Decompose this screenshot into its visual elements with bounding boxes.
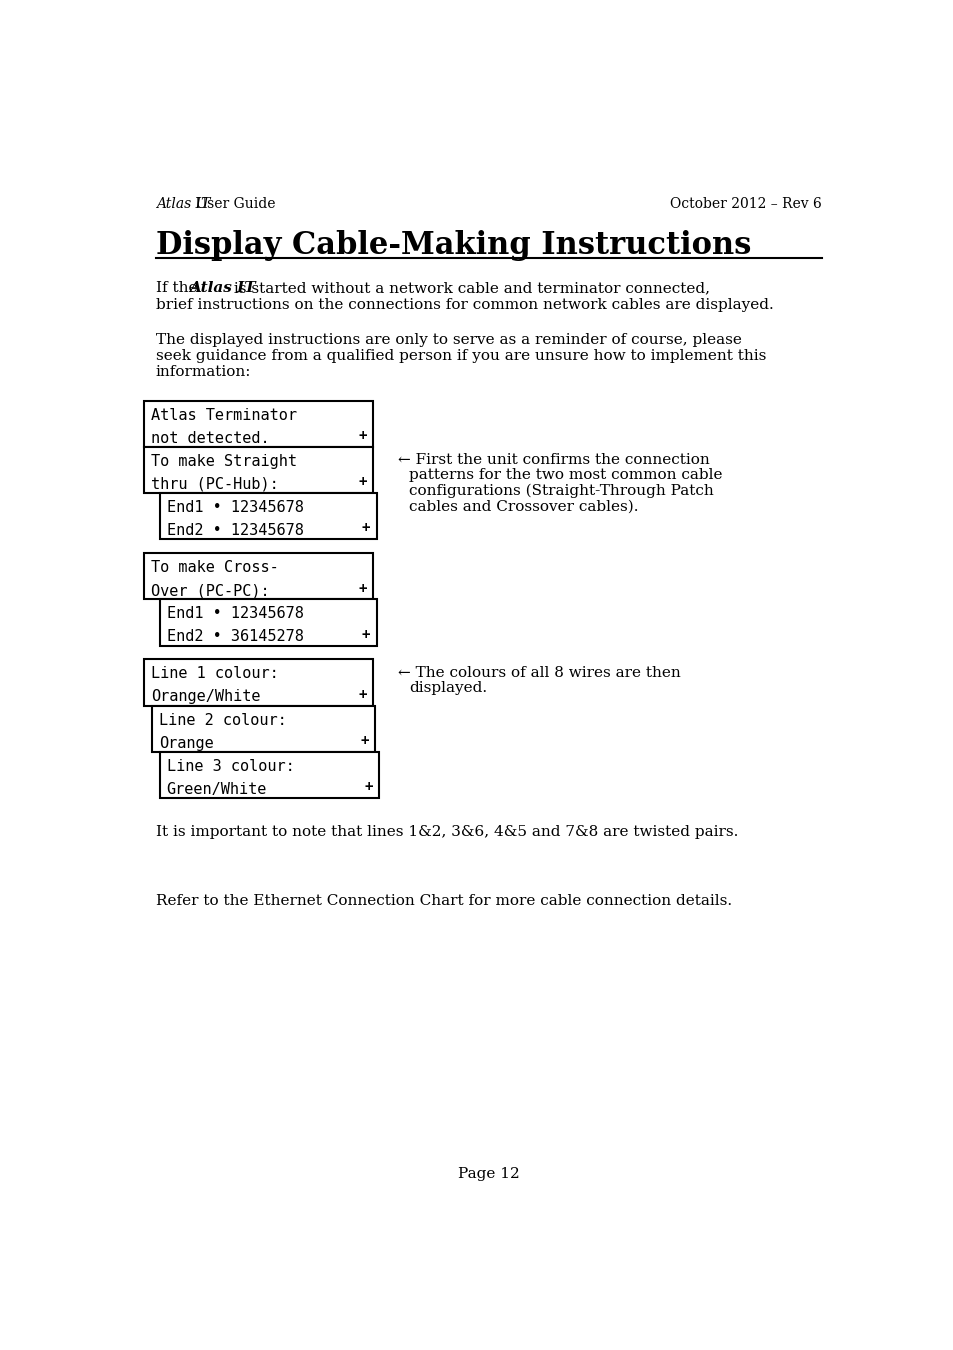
Text: Orange: Orange <box>158 736 213 751</box>
Text: Atlas Terminator: Atlas Terminator <box>151 408 296 423</box>
Text: Green/White: Green/White <box>167 782 267 796</box>
Text: Refer to the Ethernet Connection Chart for more cable connection details.: Refer to the Ethernet Connection Chart f… <box>155 894 731 909</box>
Text: +: + <box>361 521 370 536</box>
Bar <box>152 706 375 752</box>
Text: October 2012 – Rev 6: October 2012 – Rev 6 <box>670 197 821 211</box>
Bar <box>144 659 373 706</box>
Text: Display Cable-Making Instructions: Display Cable-Making Instructions <box>155 230 750 261</box>
Text: End2 • 12345678: End2 • 12345678 <box>167 524 303 539</box>
Text: To make Straight: To make Straight <box>151 454 296 468</box>
Text: If the: If the <box>155 281 202 296</box>
Text: seek guidance from a qualified person if you are unsure how to implement this: seek guidance from a qualified person if… <box>155 350 765 363</box>
Text: +: + <box>360 734 369 748</box>
Bar <box>159 493 376 539</box>
Text: +: + <box>357 582 366 595</box>
Text: ← First the unit confirms the connection: ← First the unit confirms the connection <box>397 454 709 467</box>
Text: displayed.: displayed. <box>409 680 487 695</box>
Text: thru (PC-Hub):: thru (PC-Hub): <box>151 477 278 491</box>
Text: ← The colours of all 8 wires are then: ← The colours of all 8 wires are then <box>397 666 680 679</box>
Bar <box>144 447 373 493</box>
Text: patterns for the two most common cable: patterns for the two most common cable <box>409 468 721 482</box>
Text: configurations (Straight-Through Patch: configurations (Straight-Through Patch <box>409 483 713 498</box>
Text: End2 • 36145278: End2 • 36145278 <box>167 629 303 644</box>
Text: The displayed instructions are only to serve as a reminder of course, please: The displayed instructions are only to s… <box>155 333 740 347</box>
Text: Atlas IT: Atlas IT <box>189 281 255 296</box>
Text: cables and Crossover cables).: cables and Crossover cables). <box>409 500 638 513</box>
Text: is started without a network cable and terminator connected,: is started without a network cable and t… <box>229 281 710 296</box>
Text: Line 3 colour:: Line 3 colour: <box>167 759 294 774</box>
Text: Page 12: Page 12 <box>457 1166 519 1181</box>
Text: Over (PC-PC):: Over (PC-PC): <box>151 583 270 598</box>
Text: Line 2 colour:: Line 2 colour: <box>158 713 286 728</box>
Bar <box>144 554 373 599</box>
Text: Line 1 colour:: Line 1 colour: <box>151 667 278 682</box>
Text: +: + <box>357 687 366 702</box>
Text: +: + <box>357 475 366 489</box>
Text: User Guide: User Guide <box>191 197 274 211</box>
Text: not detected.: not detected. <box>151 431 270 446</box>
Text: +: + <box>357 429 366 443</box>
Text: Orange/White: Orange/White <box>151 690 260 705</box>
Text: Atlas IT: Atlas IT <box>155 197 210 211</box>
Bar <box>159 599 376 645</box>
Text: information:: information: <box>155 366 251 379</box>
Text: It is important to note that lines 1&2, 3&6, 4&5 and 7&8 are twisted pairs.: It is important to note that lines 1&2, … <box>155 825 738 838</box>
Text: End1 • 12345678: End1 • 12345678 <box>167 500 303 516</box>
Bar <box>144 401 373 447</box>
Bar <box>159 752 378 798</box>
Text: +: + <box>361 628 370 641</box>
Text: End1 • 12345678: End1 • 12345678 <box>167 606 303 621</box>
Text: +: + <box>364 780 373 794</box>
Text: To make Cross-: To make Cross- <box>151 560 278 575</box>
Text: brief instructions on the connections for common network cables are displayed.: brief instructions on the connections fo… <box>155 297 773 312</box>
